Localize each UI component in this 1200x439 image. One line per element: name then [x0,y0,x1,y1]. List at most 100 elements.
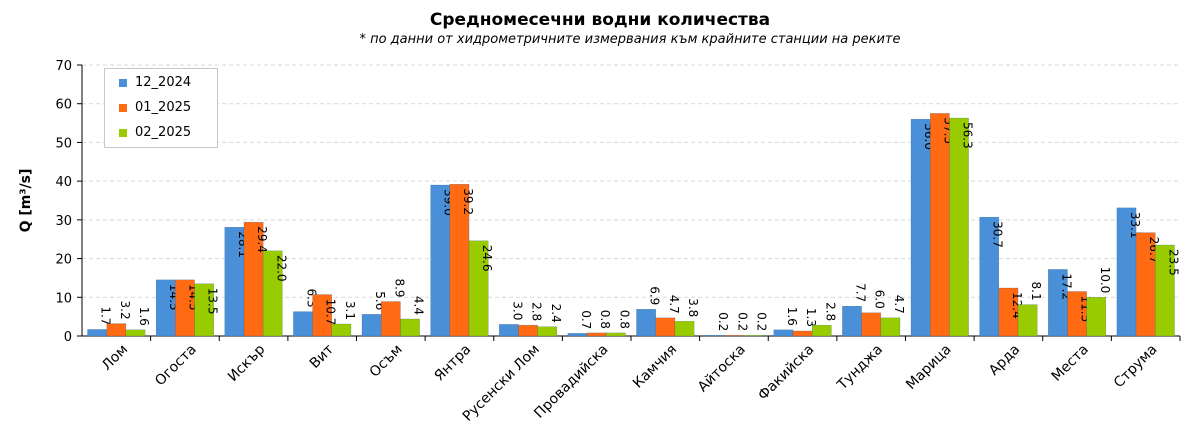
bar [861,312,881,337]
bar-value-label: 2.4 [549,304,563,323]
bar [655,317,676,337]
bar-value-label: 0.2 [755,312,769,331]
legend: 12_2024 01_2025 02_2025 [104,68,218,148]
bar-value-label: 23.5 [1166,249,1180,276]
bar [743,335,763,337]
x-tick-label: Камчия [630,342,680,392]
bar [194,283,214,337]
bar-value-label: 8.1 [1029,282,1043,301]
chart-title: Средномесечни водни количества [429,10,771,30]
bar-value-label: 0.8 [617,310,631,329]
bar-value-label: 0.7 [579,310,593,329]
bar-value-label: 1.6 [785,307,799,326]
bar [1086,297,1107,337]
bar [87,329,107,337]
bar [811,324,832,337]
x-tick-label: Айтоска [695,342,749,396]
legend-label: 02_2025 [135,125,192,140]
bar [930,113,950,337]
bar [518,324,538,337]
bar-value-label: 4.7 [667,295,681,314]
x-tick-label: Искър [225,341,268,384]
bar [400,318,420,337]
bar [586,332,607,337]
x-tick-label: Огоста [152,342,200,390]
bar-value-label: 1.6 [137,307,151,326]
bar-value-label: 1.7 [99,306,113,325]
bar [792,330,813,337]
bar [1017,304,1038,337]
legend-swatch [119,104,127,112]
x-tick-label: Места [1049,342,1092,385]
bar [880,317,901,337]
bar-value-label: 56.3 [961,122,975,149]
bar-value-label: 8.9 [392,278,406,297]
bar-value-label: 0.8 [598,310,612,329]
bar-value-label: 4.4 [412,296,426,315]
bar [125,329,146,337]
bar-value-label: 30.7 [991,221,1005,248]
x-tick-label: Лом [99,342,131,374]
x-tick-label: Струма [1111,342,1161,392]
bar [910,118,931,337]
bar [724,335,744,337]
bar [312,294,332,337]
bar [704,335,725,337]
y-axis-label: Q [m³/s] [18,169,34,233]
y-tick-label: 70 [55,59,72,74]
bar-value-label: 6.0 [873,290,887,309]
bar [361,314,382,337]
bar [468,240,489,337]
bar [1155,244,1175,337]
bar-value-label: 0.2 [716,312,730,331]
bar-value-label: 22.0 [274,255,288,282]
bar [106,323,127,337]
x-tick-label: Арда [986,342,1023,379]
bar-value-label: 2.8 [823,302,837,321]
bar [499,324,519,337]
bar [842,305,862,337]
bar [979,216,1000,337]
bar-value-label: 3.0 [510,301,524,320]
bar [537,326,558,337]
bar [262,250,283,337]
y-tick-label: 0 [64,330,72,345]
bar [331,323,352,337]
bar [381,301,401,337]
y-tick-label: 40 [55,175,72,190]
bar [606,332,626,337]
bar-value-label: 13.5 [206,288,220,315]
bar-value-label: 6.9 [648,286,662,305]
x-tick-label: Тунджа [834,342,886,394]
bar-value-label: 39.2 [461,188,475,215]
bar [949,117,969,337]
x-tick-label: Факийска [755,342,817,404]
bar [293,311,313,337]
legend-swatch [119,79,127,87]
bar-value-label: 1.3 [804,308,818,327]
chart-subtitle: * по данни от хидрометричните измервания… [359,32,901,47]
y-tick-label: 60 [55,98,72,113]
bar [773,329,794,337]
y-tick-label: 20 [55,253,72,268]
bar-value-label: 29.4 [255,226,269,253]
legend-swatch [119,129,127,137]
bar-value-label: 10.0 [1098,267,1112,294]
bar-value-label: 4.7 [892,295,906,314]
bar [567,333,588,337]
bar-value-label: 3.2 [118,301,132,320]
x-tick-label: Осъм [367,342,406,381]
bar [674,321,695,337]
x-tick-label: Марица [903,342,954,393]
y-tick-label: 10 [55,291,72,306]
legend-label: 01_2025 [135,100,192,115]
x-tick-label: Янтра [431,342,474,385]
bar-value-label: 2.8 [530,302,544,321]
x-tick-label: Вит [307,342,337,372]
bar-value-label: 0.2 [735,312,749,331]
bar-value-label: 33.1 [1128,212,1142,239]
bar-value-label: 24.6 [480,245,494,272]
bar-value-label: 7.7 [853,283,867,302]
